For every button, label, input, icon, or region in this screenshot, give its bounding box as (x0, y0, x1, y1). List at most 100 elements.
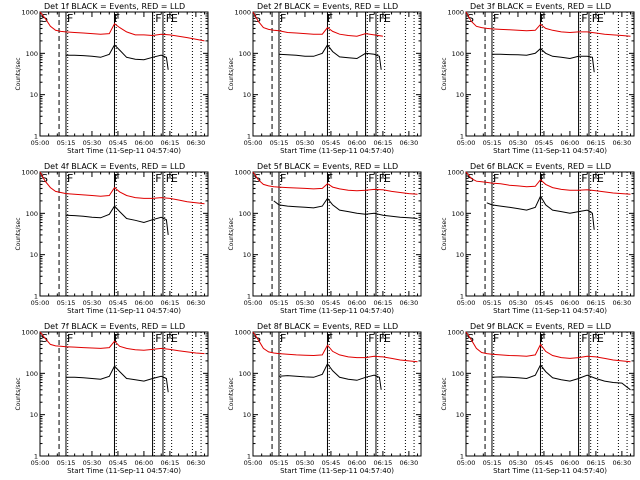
flag-label: F (155, 12, 161, 25)
flag-label: F (280, 172, 286, 185)
flag-label: F (540, 332, 546, 345)
series-line-lld (39, 331, 205, 355)
plot-frame (39, 11, 209, 137)
flag-label: E (171, 332, 178, 345)
chart-title: Det 6f BLACK = Events, RED = LLD (470, 162, 611, 171)
chart-title: Det 4f BLACK = Events, RED = LLD (44, 162, 185, 171)
y-tick-label: 1 (247, 133, 251, 141)
plot-frame (465, 11, 635, 137)
y-tick-label: 1000 (21, 169, 38, 177)
flag-label: F (114, 12, 120, 25)
flag-label: S (41, 332, 48, 345)
y-tick-label: 1000 (447, 329, 464, 337)
series-line-lld (465, 331, 631, 363)
series-line-events (66, 44, 169, 70)
y-axis-label: Counts/sec (441, 217, 448, 250)
x-tick-label: 06:15 (161, 139, 180, 147)
x-tick-label: 06:15 (587, 139, 606, 147)
series-line-lld (252, 171, 418, 195)
x-tick-label: 05:30 (296, 139, 315, 147)
flag-label: F (280, 12, 286, 25)
x-tick-label: 06:15 (587, 299, 606, 307)
x-tick-label: 05:15 (57, 299, 76, 307)
flag-label: E (171, 172, 178, 185)
y-tick-label: 10 (30, 251, 38, 259)
flag-label: F (493, 172, 499, 185)
x-tick-label: 06:30 (400, 139, 419, 147)
plot-frame (39, 171, 209, 297)
y-tick-label: 100 (239, 370, 251, 378)
y-axis-label: Counts/sec (441, 377, 448, 410)
flag-label: F (368, 172, 374, 185)
series-line-lld (252, 11, 383, 37)
x-tick-label: 06:30 (400, 459, 419, 467)
series-line-lld (39, 171, 205, 205)
x-tick-label: 05:30 (296, 459, 315, 467)
flag-label: F (327, 172, 333, 185)
chart-panel-3: Det 3f BLACK = Events, RED = LLD 1 10 100 10… (441, 2, 635, 155)
flag-label: F (114, 332, 120, 345)
y-tick-label: 100 (26, 210, 38, 218)
x-axis-label: Start Time (11-Sep-11 04:57:40) (280, 467, 394, 475)
y-axis-label: Counts/sec (441, 57, 448, 90)
flag-label: F (379, 12, 385, 25)
x-tick-label: 05:15 (270, 459, 289, 467)
series-line-events (486, 195, 595, 230)
x-axis-label: Start Time (11-Sep-11 04:57:40) (67, 147, 181, 155)
y-tick-label: 1 (34, 453, 38, 461)
series-line-lld (465, 11, 631, 37)
plot-frame (252, 171, 422, 297)
x-tick-label: 06:15 (587, 459, 606, 467)
x-tick-label: 05:00 (31, 299, 50, 307)
flag-label: F (540, 12, 546, 25)
x-tick-label: 06:30 (613, 459, 632, 467)
chart-panel-4: Det 4f BLACK = Events, RED = LLD 1 10 100 10… (15, 162, 209, 315)
y-tick-label: 100 (239, 210, 251, 218)
flag-label: F (327, 332, 333, 345)
y-tick-label: 1 (460, 293, 464, 301)
series-line-events (491, 363, 631, 391)
flag-label: F (493, 12, 499, 25)
y-tick-label: 10 (30, 411, 38, 419)
x-tick-label: 05:30 (83, 299, 102, 307)
x-axis-label: Start Time (11-Sep-11 04:57:40) (493, 147, 607, 155)
flag-label: E (384, 172, 391, 185)
x-tick-label: 05:15 (270, 139, 289, 147)
flag-label: F (67, 12, 73, 25)
flag-label: E (597, 332, 604, 345)
x-tick-label: 06:00 (561, 459, 580, 467)
y-tick-label: 100 (26, 370, 38, 378)
x-tick-label: 06:30 (400, 299, 419, 307)
flag-label: F (155, 332, 161, 345)
y-axis-label: Counts/sec (228, 217, 235, 250)
y-tick-label: 100 (452, 370, 464, 378)
x-tick-label: 05:30 (296, 299, 315, 307)
y-axis-label: Counts/sec (228, 377, 235, 410)
flag-label: F (155, 172, 161, 185)
x-tick-label: 05:45 (322, 459, 341, 467)
flag-label: F (166, 12, 172, 25)
y-axis-label: Counts/sec (15, 57, 22, 90)
y-tick-label: 1000 (234, 169, 251, 177)
x-tick-label: 05:30 (83, 139, 102, 147)
x-tick-label: 05:15 (57, 139, 76, 147)
x-tick-label: 05:15 (57, 459, 76, 467)
y-tick-label: 1000 (21, 329, 38, 337)
x-tick-label: 06:15 (161, 299, 180, 307)
x-axis-label: Start Time (11-Sep-11 04:57:40) (280, 147, 394, 155)
series-line-events (492, 47, 595, 73)
flag-label: F (493, 332, 499, 345)
x-axis-label: Start Time (11-Sep-11 04:57:40) (67, 467, 181, 475)
y-axis-label: Counts/sec (15, 377, 22, 410)
x-tick-label: 05:45 (535, 139, 554, 147)
x-tick-label: 06:00 (561, 139, 580, 147)
x-tick-label: 06:30 (187, 459, 206, 467)
y-tick-label: 100 (239, 50, 251, 58)
flag-label: F (166, 172, 172, 185)
x-tick-label: 06:00 (348, 299, 367, 307)
flag-label: F (592, 12, 598, 25)
y-tick-label: 1000 (234, 329, 251, 337)
x-tick-label: 06:15 (374, 299, 393, 307)
flag-label: F (379, 332, 385, 345)
